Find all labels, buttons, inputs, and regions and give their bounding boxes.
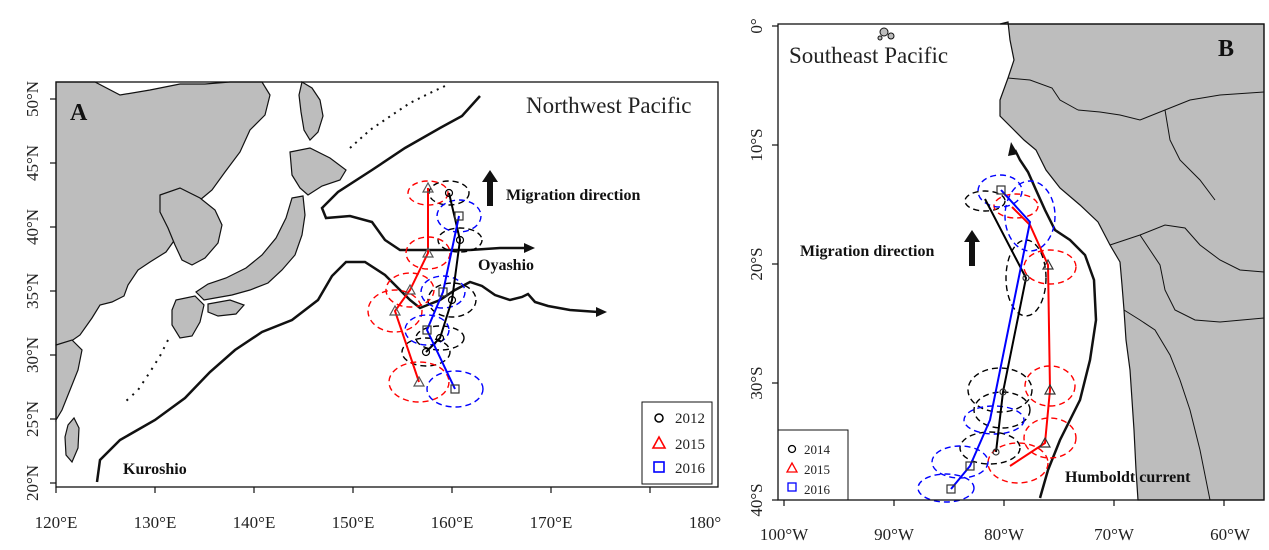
south-america-land	[999, 21, 1265, 501]
track-2015-b	[1009, 206, 1052, 467]
migration-arrow-b	[964, 230, 980, 266]
a-y-tick-50: 50°N	[23, 81, 42, 117]
b-x-tick-60w: 60°W	[1210, 525, 1251, 544]
migration-arrow-a	[482, 170, 498, 206]
legend-b-2015-marker	[785, 461, 799, 473]
markers-2016	[422, 211, 464, 394]
oyashio-current-line	[320, 95, 525, 252]
honshu-land	[195, 195, 306, 301]
legend-b-2014-marker	[787, 444, 797, 454]
legend-a-2015-marker	[651, 435, 667, 449]
a-x-tick-140: 140°E	[233, 513, 276, 532]
humboldt-arrowhead	[1008, 142, 1018, 156]
legend-a-2015-label: 2015	[675, 437, 705, 453]
shikoku-land	[207, 299, 246, 317]
legend-b-2016-marker	[787, 482, 797, 492]
legend-a-2016-label: 2016	[675, 461, 706, 477]
ryukyu-islands	[124, 339, 169, 403]
oyashio-arrowhead	[524, 243, 535, 253]
humboldt-current-line	[1013, 149, 1098, 499]
markers-2012	[421, 188, 465, 357]
a-x-tick-160: 160°E	[431, 513, 474, 532]
legend-b-2014-label: 2014	[804, 442, 831, 457]
track-2016	[425, 215, 460, 390]
a-x-tick-130: 130°E	[134, 513, 177, 532]
markers-b	[946, 185, 1057, 494]
legend-a-2012-label: 2012	[675, 411, 705, 427]
a-y-tick-30: 30°N	[23, 337, 42, 373]
a-x-tick-120: 120°E	[35, 513, 78, 532]
b-y-tick-10s: 10°S	[747, 128, 766, 161]
a-y-tick-40: 40°N	[23, 209, 42, 245]
panel-a-map	[55, 81, 713, 485]
a-y-tick-35: 35°N	[23, 273, 42, 309]
track-2016-b	[950, 189, 1032, 490]
b-y-tick-30s: 30°S	[747, 366, 766, 399]
legend-b-2015-label: 2015	[804, 462, 830, 477]
ellipses-2016	[404, 199, 484, 408]
kuroshio-label: Kuroshio	[123, 461, 187, 478]
a-y-tick-20: 20°N	[23, 465, 42, 501]
panel-b-map	[777, 21, 1265, 503]
ellipses-2014	[959, 190, 1047, 465]
kuril-islands	[349, 85, 446, 149]
kuroshio-current-line	[95, 260, 599, 483]
track-2015	[393, 188, 429, 383]
a-x-tick-180: 180°	[689, 513, 721, 532]
panel-b-migration-label: Migration direction	[800, 243, 934, 260]
ellipses-2015-b	[987, 193, 1077, 484]
ellipses-2012	[401, 180, 483, 367]
panel-a-ticks	[50, 98, 651, 493]
a-y-tick-45: 45°N	[23, 145, 42, 181]
sakhalin-land	[298, 81, 324, 141]
b-y-tick-20s: 20°S	[747, 247, 766, 280]
kuroshio-arrowhead	[596, 307, 607, 317]
b-x-tick-100w: 100°W	[760, 525, 809, 544]
ellipses-2016-b	[917, 174, 1056, 503]
panel-b-frame	[777, 23, 1265, 501]
panel-a-label: A	[70, 100, 88, 126]
kyushu-land	[171, 295, 205, 339]
country-borders	[1007, 77, 1265, 501]
markers-2015	[388, 181, 435, 387]
track-2014	[984, 198, 1028, 453]
korea-peninsula-land	[159, 187, 223, 266]
humboldt-label: Humboldt current	[1065, 469, 1191, 486]
legend-a-2012-marker	[654, 413, 664, 423]
legend-a-2016-marker	[653, 461, 665, 473]
panel-a-frame	[55, 81, 719, 488]
b-y-tick-0: 0°	[747, 18, 766, 33]
panel-a-migration-label: Migration direction	[506, 187, 640, 204]
legend-b-box	[777, 429, 849, 501]
china-coast-land	[55, 339, 83, 423]
hokkaido-land	[289, 147, 347, 196]
galapagos-islands	[877, 27, 895, 41]
oyashio-label: Oyashio	[478, 257, 534, 274]
panel-b-region-title: Southeast Pacific	[789, 43, 948, 68]
b-x-tick-80w: 80°W	[984, 525, 1025, 544]
b-x-tick-70w: 70°W	[1094, 525, 1135, 544]
a-y-tick-25: 25°N	[23, 401, 42, 437]
panel-b-label: B	[1218, 36, 1234, 62]
b-y-tick-40s: 40°S	[747, 483, 766, 516]
panel-a-region-title: Northwest Pacific	[526, 93, 691, 118]
b-x-tick-90w: 90°W	[874, 525, 915, 544]
taiwan-land	[64, 416, 80, 464]
panel-b-ticks	[772, 25, 1225, 506]
a-x-tick-170: 170°E	[530, 513, 573, 532]
a-x-tick-150: 150°E	[332, 513, 375, 532]
legend-b-2016-label: 2016	[804, 482, 831, 497]
